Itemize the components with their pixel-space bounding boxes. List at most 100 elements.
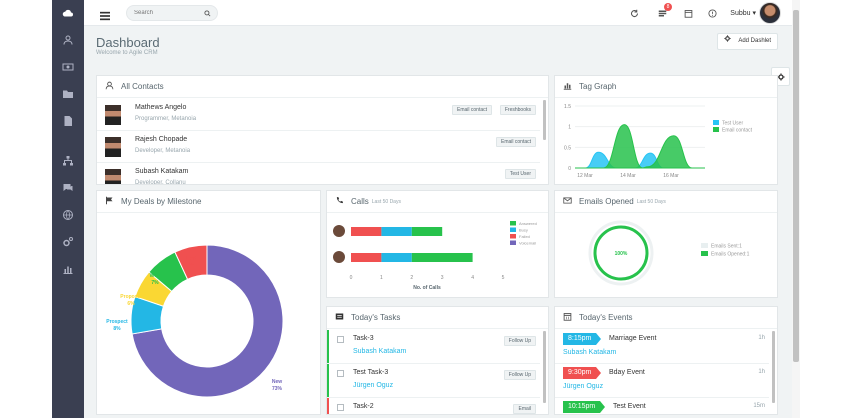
user-avatar[interactable]	[759, 2, 781, 24]
panel-title: Tag Graph	[579, 82, 617, 91]
contacts-scrollbar[interactable]	[543, 100, 546, 140]
contact-tag[interactable]: Email contact	[495, 137, 536, 147]
reports-chart-icon[interactable]	[60, 261, 76, 277]
task-priority-bar	[327, 330, 329, 363]
calendar-icon[interactable]	[682, 7, 694, 19]
event-duration: 1h	[758, 369, 765, 375]
task-checkbox[interactable]	[337, 404, 344, 411]
legend-label: Busy	[519, 228, 528, 233]
series-area	[575, 124, 705, 169]
slice-value: 7%	[187, 263, 195, 269]
bar-chart-icon	[563, 81, 572, 92]
events-scrollbar[interactable]	[772, 331, 775, 403]
panel-header: Today's Tasks	[327, 307, 548, 329]
contact-role: Programmer, Metanoia	[135, 116, 197, 122]
event-row[interactable]: 9:30pm Bday Event Jürgen Oguz 1h	[555, 364, 769, 398]
task-name[interactable]: Task-2	[353, 403, 374, 410]
menu-toggle-icon[interactable]	[100, 8, 110, 21]
task-name[interactable]: Test Task-3	[353, 369, 389, 376]
contact-role: Developer, Collanu	[135, 180, 186, 185]
legend-label: Email contact	[722, 128, 753, 134]
contact-name[interactable]: Mathews Angelo	[135, 104, 187, 111]
help-icon[interactable]	[706, 7, 718, 19]
event-contact-link[interactable]: Subash Katakam	[563, 349, 617, 356]
panel-title: All Contacts	[121, 82, 164, 91]
contact-row[interactable]: Subash Katakam Developer, Collanu Test U…	[97, 163, 540, 185]
call-bar-failed	[351, 227, 382, 236]
legend-swatch	[701, 243, 708, 248]
app-window: 8 Subbu ▾ Dashboard Welcome to Agile CRM…	[52, 0, 800, 418]
calls-panel: Calls Last 50 Days 0 1 2 3 4 5 No. of Calls Ans…	[326, 190, 549, 298]
event-time-badge: 10:15pm	[563, 401, 606, 413]
y-tick-label: 1	[568, 125, 571, 131]
envelope-icon	[563, 196, 572, 207]
sitemap-icon[interactable]	[60, 153, 76, 169]
contact-tag[interactable]: Test User	[504, 169, 536, 179]
task-contact-link[interactable]: Subash Katakam	[353, 348, 407, 355]
user-icon	[105, 81, 114, 92]
refresh-icon[interactable]	[628, 7, 640, 19]
event-name[interactable]: Test Event	[613, 403, 646, 410]
page-scrollbar[interactable]	[792, 0, 800, 418]
search-icon[interactable]	[204, 9, 211, 23]
panel-header: All Contacts	[97, 76, 548, 98]
task-checkbox[interactable]	[337, 370, 344, 377]
contact-name[interactable]: Rajesh Chopade	[135, 136, 188, 143]
contact-avatar	[105, 105, 121, 125]
contact-name[interactable]: Subash Katakam	[135, 168, 189, 175]
task-name[interactable]: Task-3	[353, 335, 374, 342]
deals-icon[interactable]	[60, 59, 76, 75]
task-row[interactable]: Task-2 Email	[327, 398, 540, 414]
page-title: Dashboard	[96, 35, 160, 50]
event-name[interactable]: Bday Event	[609, 369, 645, 376]
call-bar-busy	[381, 253, 412, 262]
caller-avatar	[333, 251, 345, 263]
scrollbar-thumb[interactable]	[793, 10, 799, 362]
task-contact-link[interactable]: Jürgen Oguz	[353, 382, 394, 389]
add-dashlet-label: Add Dashlet	[738, 38, 771, 44]
x-tick-label: 4	[471, 275, 474, 281]
folder-icon[interactable]	[60, 86, 76, 102]
settings-cogs-icon[interactable]	[60, 234, 76, 250]
slice-value: 7%	[151, 280, 159, 286]
all-contacts-panel: All Contacts Mathews Angelo Programmer, …	[96, 75, 549, 185]
task-row[interactable]: Task-3 Subash Katakam Follow Up	[327, 330, 540, 364]
donut-slice-opened	[593, 225, 649, 281]
contact-row[interactable]: Mathews Angelo Programmer, Metanoia Emai…	[97, 99, 540, 131]
add-dashlet-button[interactable]: Add Dashlet	[717, 33, 778, 50]
panel-subtitle: Last 50 Days	[636, 198, 666, 205]
panel-title: Today's Tasks	[351, 313, 401, 322]
panel-title: Calls	[351, 197, 369, 206]
my-deals-panel: My Deals by Milestone New 73% Prospect 8% Pr…	[96, 190, 321, 415]
donut-track	[588, 220, 654, 286]
globe-icon[interactable]	[60, 207, 76, 223]
tasks-scrollbar[interactable]	[543, 331, 546, 403]
cloud-logo-icon[interactable]	[60, 5, 76, 21]
gear-icon	[724, 34, 732, 49]
slice-label: Proposal	[120, 294, 142, 300]
chat-icon[interactable]	[60, 180, 76, 196]
document-icon[interactable]	[60, 113, 76, 129]
search-box[interactable]	[126, 5, 218, 21]
task-checkbox[interactable]	[337, 336, 344, 343]
contacts-icon[interactable]	[60, 32, 76, 48]
event-row[interactable]: 8:15pm Marriage Event Subash Katakam 1h	[555, 330, 769, 364]
contact-tag[interactable]: Freshbooks	[499, 105, 536, 115]
contact-tag[interactable]: Email contact	[451, 105, 492, 115]
search-input[interactable]	[134, 10, 204, 16]
legend-label: Emails Opened:1	[711, 252, 750, 258]
notifications-icon[interactable]: 8	[656, 3, 672, 19]
legend-swatch	[510, 240, 516, 245]
y-tick-label: 1.5	[564, 104, 571, 110]
user-menu[interactable]: Subbu ▾	[730, 10, 756, 17]
event-row[interactable]: 10:15pm Test Event 15m	[555, 398, 769, 414]
event-contact-link[interactable]: Jürgen Oguz	[563, 383, 604, 390]
call-bar-answered	[411, 253, 473, 262]
flag-icon	[105, 196, 114, 207]
contact-row[interactable]: Rajesh Chopade Developer, Metanoia Email…	[97, 131, 540, 163]
panel-title: Emails Opened	[579, 197, 634, 206]
event-name[interactable]: Marriage Event	[609, 335, 657, 342]
slice-label: Won	[150, 273, 161, 279]
task-row[interactable]: Test Task-3 Jürgen Oguz Follow Up	[327, 364, 540, 398]
